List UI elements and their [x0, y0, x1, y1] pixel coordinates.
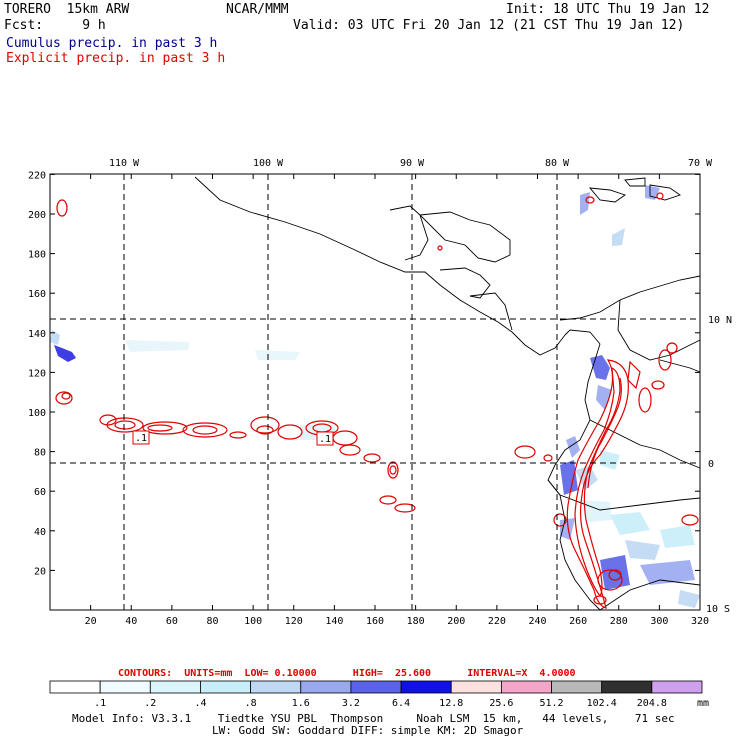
x-tick-label: 220 [488, 616, 506, 627]
init-time: Init: 18 UTC Thu 19 Jan 12 [506, 2, 710, 17]
colorbar-unit: mm [697, 698, 709, 709]
x-tick-label: 320 [691, 616, 709, 627]
colorbar-label: .2 [144, 698, 156, 709]
x-tick-label: 40 [125, 616, 137, 627]
y-tick-label: 120 [28, 368, 46, 379]
y-tick-label: 80 [34, 448, 46, 459]
colorbar-label: 12.8 [439, 698, 463, 709]
x-tick-label: 160 [366, 616, 384, 627]
colorbar-swatch [350, 680, 402, 694]
colorbar-swatch [601, 680, 653, 694]
lat-label-10n: 10 N [708, 315, 732, 326]
x-tick-label: 120 [285, 616, 303, 627]
colorbar-swatch [149, 680, 201, 694]
x-tick-label: 20 [85, 616, 97, 627]
colorbar-label: 25.6 [489, 698, 513, 709]
lon-labels: 110 W 100 W 90 W 80 W 70 W [109, 158, 713, 169]
colorbar-label: 102.4 [587, 698, 617, 709]
colorbar-swatch [200, 680, 252, 694]
colorbar-label: 204.8 [637, 698, 667, 709]
colorbar-label: .1 [94, 698, 106, 709]
colorbar-label: .4 [194, 698, 206, 709]
colorbar-label: 3.2 [342, 698, 360, 709]
colorbar-swatch [400, 680, 452, 694]
x-tick-label: 140 [325, 616, 343, 627]
x-tick-label: 60 [166, 616, 178, 627]
colorbar-swatch [300, 680, 352, 694]
explicit-precip-label: Explicit precip. in past 3 h [6, 51, 226, 66]
contour-box-labels: .1 .1 [132, 430, 334, 446]
lon-label-70w: 70 W [688, 158, 713, 169]
colorbar-swatch [99, 680, 151, 694]
y-tick-label: 180 [28, 250, 46, 261]
colorbar: .1 .2 .4 .8 1.6 3.2 6.4 12.8 25.6 51.2 102.4 204.8 m… [49, 680, 709, 709]
x-tick-label: 200 [447, 616, 465, 627]
colorbar-swatch [49, 680, 101, 694]
contour-label: .1 [319, 434, 331, 445]
x-tick-label: 280 [610, 616, 628, 627]
cumulus-precip-shading [50, 185, 700, 608]
lat-labels: 10 N 0 10 S [706, 315, 732, 615]
explicit-precip-contours [55, 192, 699, 609]
model-info-line2: LW: Godd SW: Goddard DIFF: simple KM: 2D… [212, 724, 524, 737]
x-tick-label: 300 [650, 616, 668, 627]
x-tick-label: 260 [569, 616, 587, 627]
center-name: NCAR/MMM [226, 2, 289, 17]
y-tick-label: 220 [28, 170, 46, 181]
lat-label-0: 0 [708, 459, 714, 470]
colorbar-label: .8 [245, 698, 257, 709]
contour-label: .1 [135, 433, 147, 444]
colorbar-swatch [500, 680, 552, 694]
model-info-line1: Model Info: V3.3.1 Tiedtke YSU PBL Thomp… [72, 712, 675, 725]
grid-lines [50, 174, 700, 610]
axis-ticks: 20 40 60 80 100 120 140 160 180 200 220 240 260 280 30… [28, 170, 709, 627]
y-tick-label: 200 [28, 210, 46, 221]
y-tick-label: 140 [28, 329, 46, 340]
colorbar-swatch [450, 680, 502, 694]
y-tick-label: 20 [34, 566, 46, 577]
x-tick-label: 180 [407, 616, 425, 627]
colorbar-swatch [651, 680, 703, 694]
forecast-hour: Fcst: 9 h [4, 18, 106, 33]
colorbar-swatch [551, 680, 603, 694]
x-tick-label: 80 [206, 616, 218, 627]
colorbar-label: 6.4 [392, 698, 410, 709]
colorbar-label: 1.6 [292, 698, 310, 709]
x-tick-label: 240 [528, 616, 546, 627]
lon-label-100w: 100 W [253, 158, 284, 169]
lat-label-10s: 10 S [706, 604, 730, 615]
x-tick-label: 100 [244, 616, 262, 627]
lon-label-90w: 90 W [400, 158, 425, 169]
model-name: TORERO 15km ARW [4, 2, 130, 17]
lon-label-80w: 80 W [545, 158, 570, 169]
y-tick-label: 100 [28, 408, 46, 419]
y-tick-label: 60 [34, 487, 46, 498]
colorbar-label: 51.2 [539, 698, 563, 709]
contour-info: CONTOURS: UNITS=mm LOW= 0.10000 HIGH= 25… [118, 668, 576, 679]
y-tick-label: 40 [34, 527, 46, 538]
coastlines [194, 176, 701, 611]
valid-time: Valid: 03 UTC Fri 20 Jan 12 (21 CST Thu … [293, 18, 685, 33]
cumulus-precip-label: Cumulus precip. in past 3 h [6, 36, 218, 51]
y-tick-label: 160 [28, 289, 46, 300]
colorbar-swatch [250, 680, 302, 694]
lon-label-110w: 110 W [109, 158, 140, 169]
